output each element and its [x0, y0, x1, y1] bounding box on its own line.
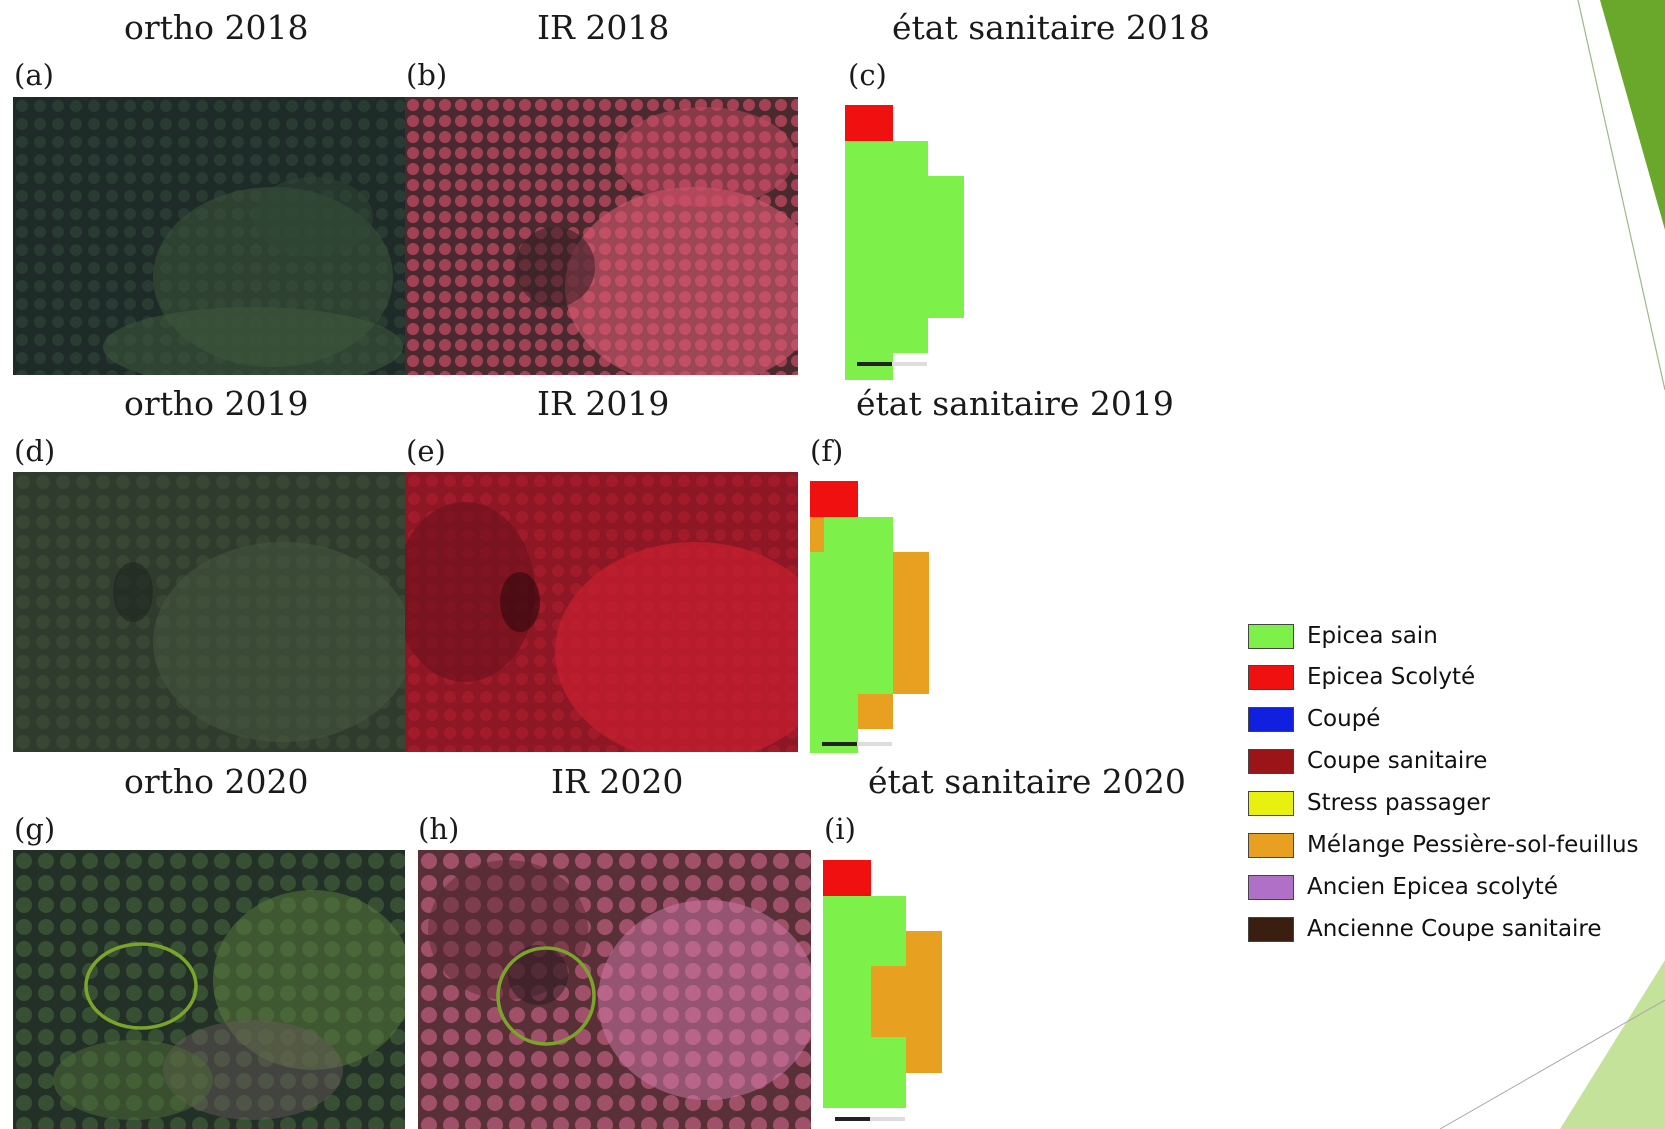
class-cell-sain	[845, 318, 928, 353]
legend-swatch	[1248, 748, 1294, 774]
legend-swatch	[1248, 916, 1294, 942]
class-cell-scolyte	[810, 481, 858, 517]
ir-2020-image	[418, 850, 811, 1129]
panel-label-e: (e)	[406, 434, 446, 468]
legend-swatch	[1248, 623, 1294, 649]
legend-label: Coupe sanitaire	[1307, 748, 1488, 774]
class-cell-scolyte	[845, 105, 893, 141]
scale-bar	[870, 1117, 905, 1121]
panel-label-a: (a)	[14, 58, 54, 92]
class-cell-sain	[845, 353, 893, 380]
class-cell-melange	[858, 694, 893, 729]
class-cell-sain	[823, 966, 871, 1073]
class-cell-sain	[845, 176, 964, 318]
legend-item-stress-passager: Stress passager	[1248, 788, 1490, 818]
panel-title-ir-2018: IR 2018	[537, 8, 670, 47]
legend-item-ancienne-coupe-sanitaire: Ancienne Coupe sanitaire	[1248, 914, 1602, 944]
legend-swatch	[1248, 790, 1294, 816]
class-cell-melange	[871, 966, 906, 1037]
panel-title-sanitary-2018: état sanitaire 2018	[892, 8, 1210, 47]
highlight-circle-ir-2020	[496, 946, 596, 1046]
legend-item-epicea-scolyte: Epicea Scolyté	[1248, 662, 1475, 692]
class-map-2020	[823, 860, 948, 1129]
legend-item-coupe-sanitaire: Coupe sanitaire	[1248, 746, 1487, 776]
panel-title-sanitary-2020: état sanitaire 2020	[868, 762, 1186, 801]
legend-swatch	[1248, 706, 1294, 732]
panel-label-i: (i)	[824, 812, 856, 846]
legend-label: Epicea Scolyté	[1307, 664, 1476, 690]
legend-swatch	[1248, 664, 1294, 690]
class-cell-melange	[906, 931, 942, 1073]
class-cell-scolyte	[823, 860, 871, 896]
class-cell-sain	[824, 517, 893, 552]
legend-label: Ancien Epicea scolyté	[1307, 874, 1558, 900]
class-cell-melange	[810, 517, 824, 552]
class-map-2019	[810, 481, 935, 753]
legend-label: Mélange Pessière-sol-feuillus	[1307, 832, 1639, 858]
class-cell-sain	[823, 1073, 906, 1108]
panel-label-g: (g)	[14, 812, 56, 846]
panel-title-ir-2020: IR 2020	[551, 762, 684, 801]
ortho-2019-image	[13, 472, 405, 752]
panel-title-ortho-2019: ortho 2019	[124, 384, 309, 423]
highlight-circle-ortho-2020	[84, 942, 198, 1030]
legend-item-ancien-epicea-scolyte: Ancien Epicea scolyté	[1248, 872, 1558, 902]
panel-title-ortho-2018: ortho 2018	[124, 8, 309, 47]
legend-item-coupe: Coupé	[1248, 704, 1380, 734]
ir-2018-image	[405, 97, 798, 375]
panel-label-b: (b)	[406, 58, 448, 92]
class-cell-sain	[871, 1037, 906, 1073]
panel-title-sanitary-2019: état sanitaire 2019	[856, 384, 1174, 423]
panel-label-f: (f)	[810, 434, 844, 468]
class-cell-sain	[810, 552, 893, 694]
ortho-2020-image	[13, 850, 405, 1129]
ir-2019-image	[405, 472, 798, 752]
legend-label: Epicea sain	[1307, 623, 1438, 649]
scale-bar	[835, 1117, 870, 1121]
legend-item-melange: Mélange Pessière-sol-feuillus	[1248, 830, 1639, 860]
legend-label: Ancienne Coupe sanitaire	[1307, 916, 1602, 942]
scale-bar	[822, 742, 857, 746]
class-map-2018	[845, 105, 970, 380]
legend-swatch	[1248, 832, 1294, 858]
legend-label: Coupé	[1307, 706, 1381, 732]
legend-swatch	[1248, 874, 1294, 900]
ortho-2018-image	[13, 97, 405, 375]
scale-bar	[857, 742, 892, 746]
class-cell-sain	[823, 896, 906, 931]
panel-title-ir-2019: IR 2019	[537, 384, 670, 423]
class-cell-sain	[845, 141, 928, 176]
legend-item-epicea-sain: Epicea sain	[1248, 621, 1438, 651]
legend-label: Stress passager	[1307, 790, 1490, 816]
panel-label-c: (c)	[848, 58, 887, 92]
panel-title-ortho-2020: ortho 2020	[124, 762, 309, 801]
class-cell-melange	[893, 552, 929, 694]
scale-bar	[892, 362, 927, 366]
class-cell-sain	[810, 729, 858, 753]
scale-bar	[857, 362, 892, 366]
class-cell-sain	[810, 694, 858, 729]
panel-label-h: (h)	[418, 812, 460, 846]
class-cell-sain	[823, 931, 906, 966]
panel-label-d: (d)	[14, 434, 56, 468]
